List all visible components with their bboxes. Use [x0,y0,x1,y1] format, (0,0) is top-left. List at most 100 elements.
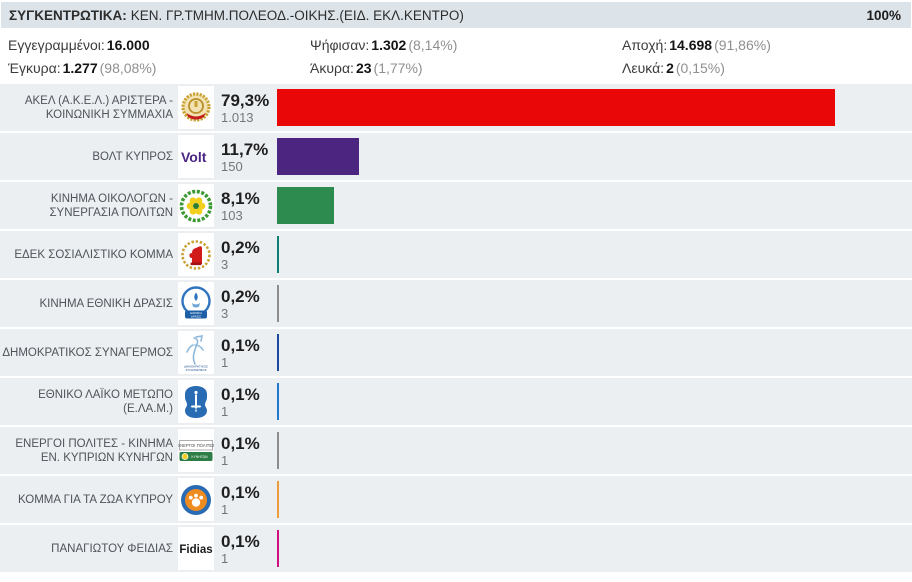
party-logo: Fidias [178,527,214,570]
party-logo [178,86,214,129]
result-bar [277,530,279,567]
svg-text:ΣΥΝΑΓΕΡΜΟΣ: ΣΥΝΑΓΕΡΜΟΣ [185,368,206,372]
party-vote-count: 3 [221,256,229,272]
party-percentage: 0,2% [221,286,260,306]
stat-value: 14.698 [669,37,713,53]
party-percentage: 0,1% [221,433,260,453]
party-logo: Volt [178,135,214,178]
stat-label: Άκυρα: [310,60,354,76]
stat-blank: Λευκά: 2 (0,15%) [622,60,904,76]
party-vote-count: 1 [221,550,229,566]
result-bar [277,236,279,273]
result-bar [277,285,279,322]
stat-label: Έγκυρα: [8,60,61,76]
section-title-prefix: ΣΥΓΚΕΝΤΡΩΤΙΚΑ: [9,7,127,23]
bar-area [277,236,909,273]
stat-value: 23 [355,60,372,76]
party-row: ΕΘΝΙΚΟ ΛΑΪΚΟ ΜΕΤΩΠΟ (Ε.ΛΑ.Μ.) 0,1% 1 [0,378,912,425]
stat-label: Λευκά: [622,60,665,76]
party-logo [178,233,214,276]
section-title: ΣΥΓΚΕΝΤΡΩΤΙΚΑ: ΚΕΝ. ΓΡ.ΤΜΗΜ.ΠΟΛΕΟΔ.-ΟΙΚΗΣ… [9,8,464,23]
party-numbers: 0,1% 1 [221,483,273,517]
party-name: ΚΙΝΗΜΑ ΟΙΚΟΛΟΓΩΝ - ΣΥΝΕΡΓΑΣΙΑ ΠΟΛΙΤΩΝ [49,192,173,219]
svg-text:ΚΥΝΗΓΩΝ: ΚΥΝΗΓΩΝ [191,455,208,459]
party-vote-count: 103 [221,207,243,223]
edek-logo [181,239,211,270]
party-name: ΔΗΜΟΚΡΑΤΙΚΟΣ ΣΥΝΑΓΕΡΜΟΣ [2,346,173,359]
party-name: ΕΘΝΙΚΟ ΛΑΪΚΟ ΜΕΤΩΠΟ (Ε.ΛΑ.Μ.) [38,388,173,415]
party-row: ΔΗΜΟΚΡΑΤΙΚΟΣ ΣΥΝΑΓΕΡΜΟΣ ΔΗΜΟΚΡΑΤΙΚΟΣ ΣΥΝΑ… [0,329,912,376]
stat-label: Ψήφισαν: [310,37,370,53]
party-vote-count: 3 [221,305,229,321]
bar-area [277,138,909,175]
stat-pct: (8,14%) [408,37,458,53]
party-logo: ΕΘΝΙΚΗ ΔΡΑΣΙΣ [178,282,214,325]
election-results-page: ΣΥΓΚΕΝΤΡΩΤΙΚΑ: ΚΕΝ. ΓΡ.ΤΜΗΜ.ΠΟΛΕΟΔ.-ΟΙΚΗΣ… [0,2,912,572]
stat-value: 2 [666,60,674,76]
svg-text:ΔΗΜΟΚΡΑΤΙΚΟΣ: ΔΗΜΟΚΡΑΤΙΚΟΣ [184,364,208,368]
bar-area [277,89,909,126]
party-numbers: 0,1% 1 [221,336,273,370]
stat-registered: Εγγεγραμμένοι: 16.000 [8,37,310,53]
svg-text:Fidias: Fidias [179,544,212,556]
party-row: ΚΟΜΜΑ ΓΙΑ ΤΑ ΖΩΑ ΚΥΠΡΟΥ 0,1% 1 [0,476,912,523]
result-bar [277,138,359,175]
party-logo: [ΕΝΕΡΓΟΙ ΠΟΛΙΤΕΣ] ΚΥΝΗΓΩΝ [178,429,214,472]
party-percentage: 8,1% [221,188,260,208]
result-bar [277,187,334,224]
party-vote-count: 1.013 [221,109,254,125]
svg-text:Volt: Volt [181,149,207,165]
party-row: ΚΙΝΗΜΑ ΟΙΚΟΛΟΓΩΝ - ΣΥΝΕΡΓΑΣΙΑ ΠΟΛΙΤΩΝ 8,… [0,182,912,229]
result-bar [277,383,279,420]
party-vote-count: 1 [221,501,229,517]
elam-logo [185,385,207,418]
volt-logo: Volt [181,149,207,165]
stat-pct: (0,15%) [675,60,725,76]
party-numbers: 79,3% 1.013 [221,91,273,125]
akel-logo [181,91,211,122]
party-results-list: ΑΚΕΛ (Α.Κ.Ε.Λ.) ΑΡΙΣΤΕΡΑ - ΚΟΙΝΩΝΙΚΗ ΣΥΜ… [0,84,912,572]
result-bar [277,89,835,126]
stat-pct: (91,86%) [714,37,771,53]
section-header: ΣΥΓΚΕΝΤΡΩΤΙΚΑ: ΚΕΝ. ΓΡ.ΤΜΗΜ.ΠΟΛΕΟΔ.-ΟΙΚΗΣ… [1,2,911,28]
party-numbers: 0,2% 3 [221,238,273,272]
party-logo [178,184,214,227]
stat-pct: (1,77%) [373,60,423,76]
bar-area [277,187,909,224]
svg-text:ΔΡΑΣΙΣ: ΔΡΑΣΙΣ [191,314,201,318]
party-logo [178,478,214,521]
party-percentage: 0,1% [221,531,260,551]
party-name: ΚΙΝΗΜΑ ΕΘΝΙΚΗ ΔΡΑΣΙΣ [39,297,173,310]
party-numbers: 0,1% 1 [221,434,273,468]
party-percentage: 0,1% [221,335,260,355]
svg-text:[ΕΝΕΡΓΟΙ ΠΟΛΙΤΕΣ]: [ΕΝΕΡΓΟΙ ΠΟΛΙΤΕΣ] [178,443,214,448]
party-name: ΕΝΕΡΓΟΙ ΠΟΛΙΤΕΣ - ΚΙΝΗΜΑ ΕΝ. ΚΥΠΡΙΩΝ ΚΥΝ… [15,437,173,464]
party-vote-count: 150 [221,158,243,174]
bar-area [277,530,909,567]
party-numbers: 0,2% 3 [221,287,273,321]
party-vote-count: 1 [221,403,229,419]
party-vote-count: 1 [221,452,229,468]
party-logo: ΔΗΜΟΚΡΑΤΙΚΟΣ ΣΥΝΑΓΕΡΜΟΣ [178,331,214,374]
stat-value: 16.000 [106,37,150,53]
svg-text:ΕΘΝΙΚΗ: ΕΘΝΙΚΗ [190,311,202,315]
party-name: ΒΟΛΤ ΚΥΠΡΟΣ [92,150,173,163]
ecologists-logo [179,189,213,222]
party-row: ΕΔΕΚ ΣΟΣΙΑΛΙΣΤΙΚΟ ΚΟΜΜΑ 0,2% 3 [0,231,912,278]
bar-area [277,383,909,420]
stat-valid: Έγκυρα: 1.277 (98,08%) [8,60,310,76]
counting-progress-value: 100% [866,7,901,23]
party-row: ΕΝΕΡΓΟΙ ΠΟΛΙΤΕΣ - ΚΙΝΗΜΑ ΕΝ. ΚΥΠΡΙΩΝ ΚΥΝ… [0,427,912,474]
stat-pct: (98,08%) [99,60,157,76]
bar-area [277,285,909,322]
party-numbers: 11,7% 150 [221,140,273,174]
party-percentage: 79,3% [221,90,270,110]
party-vote-count: 1 [221,354,229,370]
party-row: ΠΑΝΑΓΙΩΤΟΥ ΦΕΙΔΙΑΣ Fidias 0,1% 1 [0,525,912,572]
section-title-text: ΚΕΝ. ΓΡ.ΤΜΗΜ.ΠΟΛΕΟΔ.-ΟΙΚΗΣ.(ΕΙΔ. ΕΚΛ.ΚΕΝ… [130,7,464,23]
party-percentage: 0,1% [221,384,260,404]
stat-value: 1.302 [371,37,407,53]
stat-value: 1.277 [62,60,98,76]
